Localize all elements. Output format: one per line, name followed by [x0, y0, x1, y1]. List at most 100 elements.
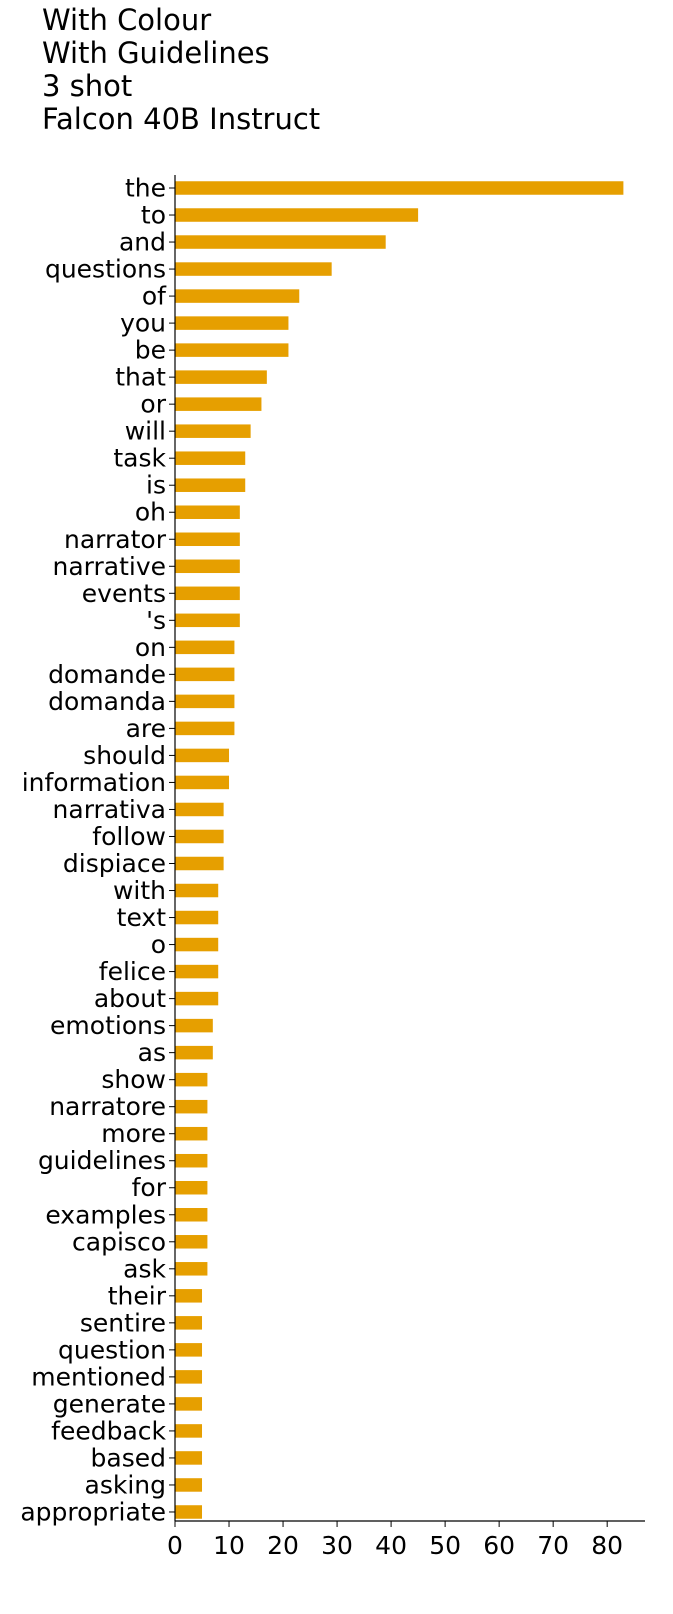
bar: [175, 1262, 208, 1276]
y-tick-label: dispiace: [63, 849, 166, 878]
y-tick-label: capisco: [72, 1227, 166, 1256]
x-tick-label: 40: [375, 1531, 407, 1560]
bar: [175, 1478, 203, 1492]
y-tick-label: you: [120, 309, 166, 338]
bar: [175, 262, 332, 276]
bar: [175, 991, 219, 1006]
bar: [175, 802, 224, 817]
bar: [175, 424, 251, 438]
bar: [175, 1370, 203, 1384]
y-tick-label: narratore: [49, 1092, 166, 1121]
bar: [175, 640, 235, 655]
y-tick-label: be: [135, 336, 166, 365]
y-tick-label: ask: [123, 1254, 166, 1283]
x-tick-label: 0: [167, 1531, 183, 1560]
y-tick-label: 's: [146, 606, 166, 635]
y-tick-label: should: [83, 741, 166, 770]
bars-group: [175, 181, 624, 1519]
y-tick-label: their: [108, 1281, 167, 1310]
bar: [175, 694, 235, 709]
bar: [175, 721, 235, 736]
y-tick-label: oh: [135, 498, 166, 527]
bar: [175, 1451, 203, 1465]
bar: [175, 1018, 213, 1033]
title-line-2: With Guidelines: [42, 36, 270, 70]
bar: [175, 1289, 203, 1303]
y-tick-label: domanda: [48, 687, 166, 716]
title-line-4: Falcon 40B Instruct: [42, 102, 321, 136]
bar: [175, 856, 224, 871]
bar: [175, 1180, 208, 1195]
y-tick-label: more: [101, 1119, 166, 1148]
bar: [175, 883, 219, 898]
bar: [175, 829, 224, 844]
bar: [175, 1045, 213, 1060]
bar: [175, 775, 230, 790]
y-tick-label: based: [91, 1443, 166, 1472]
y-tick-label: about: [94, 984, 166, 1013]
bar: [175, 1397, 203, 1411]
y-tick-label: narrative: [52, 552, 166, 581]
bar: [175, 451, 246, 465]
y-tick-label: o: [151, 930, 166, 959]
x-tick-label: 80: [591, 1531, 623, 1560]
bar: [175, 1126, 208, 1141]
bar: [175, 478, 246, 492]
y-tick-label: narrativa: [53, 795, 166, 824]
bar: [175, 1343, 203, 1357]
y-tick-label: generate: [53, 1389, 166, 1418]
bar: [175, 370, 267, 384]
bar: [175, 586, 240, 601]
y-tick-label: feedback: [51, 1416, 166, 1445]
y-tick-label: text: [117, 903, 167, 932]
y-tick-label: or: [140, 390, 166, 419]
x-tick-label: 30: [321, 1531, 353, 1560]
y-tick-label: guidelines: [38, 1146, 166, 1175]
bar: [175, 532, 240, 547]
category-labels-group: thetoandquestionsofyoubethatorwilltaskis…: [20, 174, 167, 1527]
y-tick-label: of: [142, 282, 167, 311]
x-tick-label: 20: [267, 1531, 299, 1560]
y-tick-label: question: [58, 1335, 166, 1364]
bar: [175, 559, 240, 574]
bar: [175, 1424, 203, 1438]
bar: [175, 1505, 203, 1519]
title-line-3: 3 shot: [42, 69, 133, 103]
bar: [175, 1153, 208, 1168]
y-tick-label: felice: [99, 957, 166, 986]
bar: [175, 397, 262, 411]
bar: [175, 964, 219, 979]
bar: [175, 667, 235, 682]
bar: [175, 235, 386, 249]
y-tick-label: as: [138, 1038, 166, 1067]
bar: [175, 1099, 208, 1114]
bar: [175, 1316, 203, 1330]
bar: [175, 343, 289, 357]
bar: [175, 613, 240, 628]
bar: [175, 1072, 208, 1087]
y-tick-label: for: [132, 1173, 167, 1202]
x-tick-label: 60: [483, 1531, 515, 1560]
bar: [175, 1235, 208, 1249]
x-tick-label: 50: [429, 1531, 461, 1560]
y-tick-label: asking: [85, 1470, 166, 1499]
x-tick-label: 70: [537, 1531, 569, 1560]
y-tick-label: and: [119, 228, 166, 257]
y-tick-label: appropriate: [20, 1497, 166, 1526]
y-tick-label: events: [82, 579, 166, 608]
y-tick-label: will: [125, 417, 166, 446]
y-tick-label: questions: [45, 255, 166, 284]
y-tick-label: examples: [45, 1200, 166, 1229]
bar: [175, 910, 219, 925]
y-tick-label: sentire: [80, 1308, 166, 1337]
y-tick-label: task: [113, 444, 166, 473]
bar: [175, 748, 230, 763]
bar: [175, 1208, 208, 1222]
y-tick-label: to: [141, 201, 166, 230]
y-tick-label: are: [126, 714, 166, 743]
y-tick-label: with: [113, 876, 166, 905]
bar: [175, 181, 624, 195]
chart-title: With Colour With Guidelines 3 shot Falco…: [42, 4, 320, 136]
y-tick-label: on: [135, 633, 166, 662]
